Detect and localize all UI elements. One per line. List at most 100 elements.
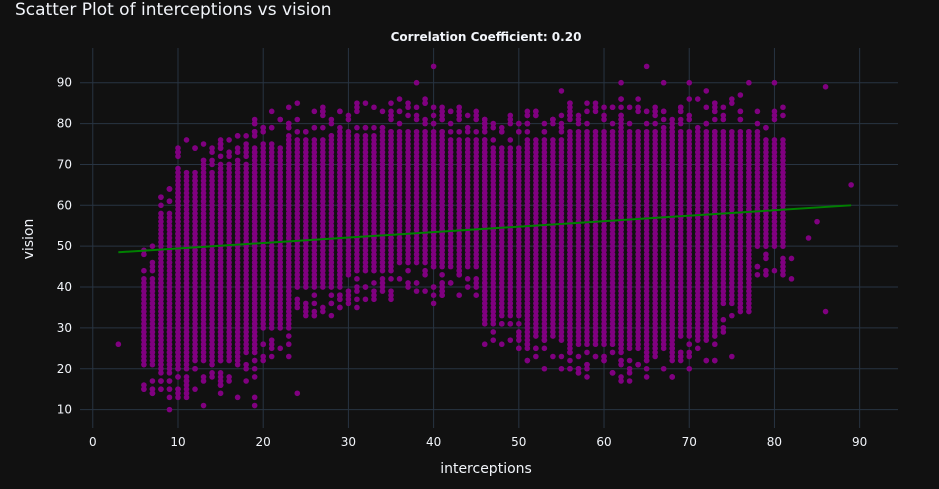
scatter-point xyxy=(447,194,454,200)
scatter-point xyxy=(558,300,565,307)
scatter-point xyxy=(328,141,335,147)
scatter-point xyxy=(430,247,437,254)
scatter-point xyxy=(601,222,607,229)
scatter-point xyxy=(533,227,539,233)
scatter-point xyxy=(251,161,258,168)
scatter-point xyxy=(516,173,522,180)
scatter-point xyxy=(498,157,505,164)
scatter-point xyxy=(158,312,164,319)
scatter-point xyxy=(652,222,658,229)
scatter-point xyxy=(669,161,675,168)
scatter-point xyxy=(200,325,207,331)
scatter-point xyxy=(294,263,301,270)
scatter-point xyxy=(660,333,667,339)
scatter-point xyxy=(439,255,445,262)
scatter-point xyxy=(234,276,241,282)
scatter-point xyxy=(260,128,266,135)
scatter-point xyxy=(626,182,633,188)
scatter-point xyxy=(337,157,343,164)
scatter-point xyxy=(754,145,761,151)
scatter-point xyxy=(677,133,684,139)
scatter-point xyxy=(652,120,658,127)
scatter-point xyxy=(413,79,420,86)
scatter-point xyxy=(285,186,292,192)
scatter-point xyxy=(490,280,497,286)
scatter-point xyxy=(609,222,616,229)
scatter-point xyxy=(643,173,650,180)
scatter-point xyxy=(592,128,599,135)
scatter-point xyxy=(712,128,718,135)
scatter-point xyxy=(737,108,744,115)
scatter-point xyxy=(158,353,164,360)
scatter-point xyxy=(166,218,173,225)
scatter-point xyxy=(337,218,343,225)
scatter-point xyxy=(720,116,727,123)
scatter-point xyxy=(737,222,744,229)
scatter-point xyxy=(481,120,488,127)
scatter-point xyxy=(422,239,428,245)
scatter-point xyxy=(550,259,556,266)
scatter-point xyxy=(277,276,284,282)
scatter-point xyxy=(456,206,462,213)
scatter-point xyxy=(609,349,616,356)
scatter-point xyxy=(166,284,173,290)
scatter-point xyxy=(337,194,343,200)
scatter-point xyxy=(660,149,667,155)
scatter-point xyxy=(388,206,394,213)
scatter-point xyxy=(746,227,752,233)
scatter-point xyxy=(652,341,658,348)
scatter-point xyxy=(337,124,343,131)
scatter-point xyxy=(430,137,437,143)
scatter-point xyxy=(618,194,624,200)
scatter-point xyxy=(720,276,727,282)
scatter-point xyxy=(243,341,249,348)
scatter-point xyxy=(166,365,173,372)
scatter-point xyxy=(481,271,488,278)
scatter-point xyxy=(669,173,675,180)
scatter-point xyxy=(430,202,437,209)
scatter-point xyxy=(439,145,445,151)
scatter-point xyxy=(379,276,386,282)
scatter-point xyxy=(200,251,207,258)
scatter-point xyxy=(703,296,710,303)
scatter-point xyxy=(183,394,190,401)
scatter-point xyxy=(618,267,624,274)
scatter-point xyxy=(311,231,318,237)
scatter-point xyxy=(771,231,778,237)
scatter-point xyxy=(396,165,403,172)
scatter-point xyxy=(481,206,488,213)
scatter-point xyxy=(771,153,778,160)
scatter-point xyxy=(558,235,565,241)
scatter-point xyxy=(473,222,480,229)
scatter-point xyxy=(405,198,411,205)
scatter-point xyxy=(234,222,241,229)
scatter-point xyxy=(277,210,284,217)
scatter-point xyxy=(285,137,292,143)
scatter-point xyxy=(737,198,744,205)
scatter-point xyxy=(260,149,266,155)
scatter-point xyxy=(618,308,624,315)
scatter-point xyxy=(158,321,164,327)
scatter-point xyxy=(430,149,437,155)
scatter-point xyxy=(703,194,710,200)
scatter-point xyxy=(592,259,599,266)
scatter-point xyxy=(294,182,301,188)
scatter-point xyxy=(362,222,369,229)
scatter-point xyxy=(643,133,650,139)
scatter-point xyxy=(234,157,241,164)
scatter-point xyxy=(226,255,232,262)
scatter-point xyxy=(277,259,284,266)
scatter-point xyxy=(473,112,480,119)
scatter-point xyxy=(567,137,573,143)
scatter-point xyxy=(584,153,590,160)
scatter-point xyxy=(524,186,531,192)
scatter-point xyxy=(354,210,360,217)
scatter-point xyxy=(669,243,675,249)
scatter-point xyxy=(558,124,565,131)
scatter-point xyxy=(652,202,658,209)
scatter-point xyxy=(141,284,147,290)
scatter-point xyxy=(268,296,275,303)
scatter-point xyxy=(516,190,522,196)
scatter-point xyxy=(447,128,454,135)
scatter-point xyxy=(533,247,539,254)
